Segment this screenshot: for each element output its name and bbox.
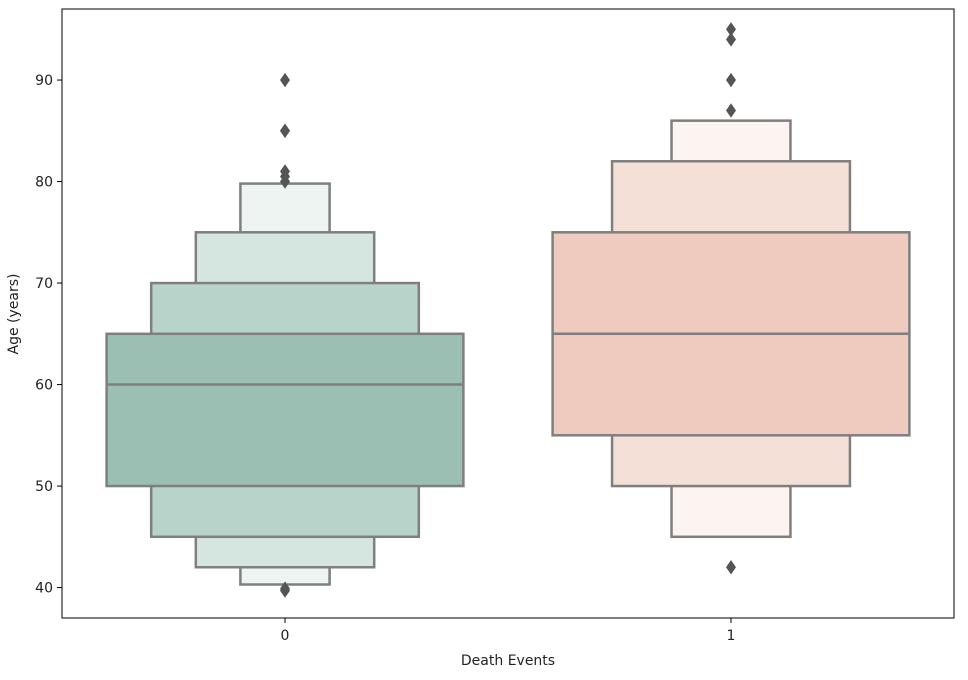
box-level-0-0 <box>105 332 465 488</box>
y-axis-label: Age (years) <box>6 274 22 355</box>
y-tick-label: 50 <box>35 479 53 495</box>
outlier-point <box>280 72 290 88</box>
y-tick-label: 40 <box>35 581 53 597</box>
outlier-point <box>280 123 290 139</box>
x-tick-label: 1 <box>727 628 736 644</box>
outlier-point <box>726 103 736 118</box>
y-tick-label: 80 <box>35 175 53 191</box>
outlier-point <box>726 72 736 88</box>
y-tick-label: 60 <box>35 378 53 394</box>
y-tick-label: 70 <box>35 276 53 292</box>
x-tick-label: 0 <box>281 628 290 644</box>
y-tick-label: 90 <box>35 73 53 89</box>
outlier-point <box>280 174 290 189</box>
outlier-point <box>726 560 736 575</box>
y-axis-ticks: 40 50 60 70 80 90 <box>35 73 62 597</box>
x-axis-label: Death Events <box>461 653 555 669</box>
boxes-layer <box>105 22 911 598</box>
outlier-point <box>280 583 290 598</box>
outlier-point <box>726 32 736 47</box>
